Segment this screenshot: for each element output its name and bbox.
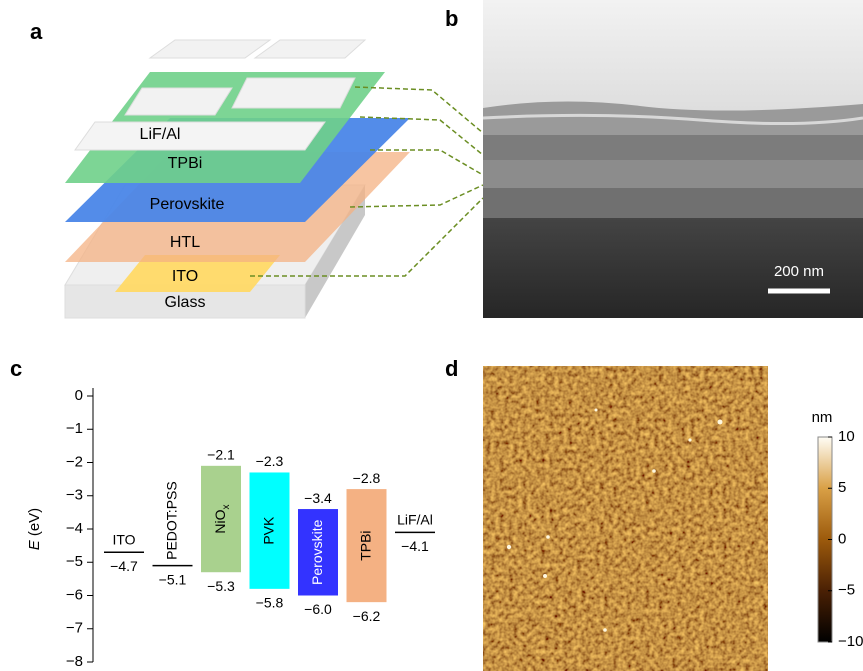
sem-edge (482, 113, 863, 126)
y-tick-label: −5 (66, 553, 83, 570)
value-label: −5.1 (159, 571, 187, 587)
level-label: PVK (260, 516, 276, 545)
colorbar-tick-label: 5 (838, 479, 846, 496)
y-tick-label: −4 (66, 520, 83, 537)
afm-image: nm (483, 366, 833, 671)
panel-label: b (445, 6, 458, 31)
colorbar-label: nm (812, 409, 833, 426)
grain (543, 574, 547, 578)
value-label: −2.3 (256, 453, 284, 469)
level-label: PEDOT:PSS (163, 481, 179, 560)
level-name: Perovskite (309, 519, 325, 585)
y-tick-label: −1 (66, 420, 83, 437)
energy-bar (298, 509, 338, 596)
level-name: ITO (112, 531, 135, 547)
grain (717, 419, 723, 425)
electrode (124, 87, 233, 116)
electrode (74, 121, 326, 151)
layer-label: Perovskite (150, 196, 225, 213)
grain (652, 469, 656, 473)
panel-label: a (30, 19, 43, 44)
scale-bar-label: 200 nm (774, 263, 824, 280)
level-subscript: x (221, 504, 232, 509)
connector-lines (250, 86, 484, 277)
y-axis-unit: (eV) (26, 508, 43, 536)
layer-label: TPBi (168, 155, 203, 172)
value-label: −2.8 (353, 470, 381, 486)
energy-bar (201, 465, 241, 573)
y-tick-label: −8 (66, 653, 83, 670)
electrode (231, 77, 356, 109)
y-axis-symbol: E (26, 539, 43, 550)
panel-label: c (10, 356, 22, 381)
grain (688, 438, 692, 442)
afm-texture (483, 366, 768, 671)
connector (250, 197, 484, 277)
value-label: −6.0 (304, 601, 332, 617)
level-name: PVK (260, 516, 276, 545)
y-axis-label: E (eV) (26, 508, 43, 550)
value-label: −4.7 (110, 558, 138, 574)
layer-label: HTL (170, 234, 200, 251)
grain (506, 544, 512, 550)
colorbar-ticks: 10 5 0 −5 −10 (828, 428, 863, 650)
energy-level-chart: 0 −1 −2 −3 −4 −5 −6 −7 −8 E (eV) ITO −4.7 PEDOT:PSS −5… (26, 387, 435, 670)
level-label: TPBi (357, 530, 373, 560)
electrode (148, 39, 272, 59)
grain (594, 408, 598, 412)
level-name: PEDOT:PSS (163, 481, 179, 560)
grain (546, 535, 550, 539)
level-name: LiF/Al (397, 511, 433, 527)
colorbar-tick-label: 0 (838, 530, 846, 547)
level-name: NiO (212, 509, 228, 533)
y-tick-label: 0 (75, 387, 83, 404)
energy-bar (249, 472, 290, 589)
electrode (253, 39, 367, 59)
value-label: −5.3 (207, 578, 235, 594)
sem-layer (483, 135, 863, 160)
value-label: −5.8 (256, 595, 284, 611)
connector (354, 86, 484, 134)
connector (349, 184, 484, 208)
sem-image: 200 nm (482, 0, 863, 318)
level-label: ITO (112, 531, 135, 547)
level-label: NiOx (212, 504, 232, 533)
y-tick-label: −2 (66, 453, 83, 470)
y-tick-label: −3 (66, 487, 83, 504)
layer-label: Glass (165, 294, 206, 311)
layer-label: LiF/Al (140, 126, 181, 143)
ito-layer (115, 255, 280, 292)
value-label: −4.1 (401, 538, 429, 554)
panel-label: d (445, 356, 458, 381)
sem-layer (483, 160, 863, 188)
level-label: LiF/Al (397, 511, 433, 527)
value-label: −6.2 (353, 608, 381, 624)
colorbar-tick-label: −10 (838, 633, 863, 650)
sem-substrate (483, 218, 863, 318)
value-label: −3.4 (304, 490, 332, 506)
level-label: Perovskite (309, 519, 325, 585)
y-tick-label: −7 (66, 620, 83, 637)
level-name: TPBi (357, 530, 373, 560)
glass-side (305, 185, 365, 318)
device-schematic: LiF/Al TPBi Perovskite HTL ITO Glass (64, 39, 410, 319)
energy-bar (346, 489, 387, 603)
value-label: −2.1 (207, 447, 235, 463)
y-tick-label: −6 (66, 586, 83, 603)
grain (603, 628, 607, 632)
sem-layer (483, 188, 863, 218)
connector (359, 116, 484, 156)
colorbar-tick-label: 10 (838, 428, 855, 445)
layer-label: ITO (172, 268, 198, 285)
afm-grains (506, 408, 723, 632)
colorbar-tick-label: −5 (838, 582, 855, 599)
